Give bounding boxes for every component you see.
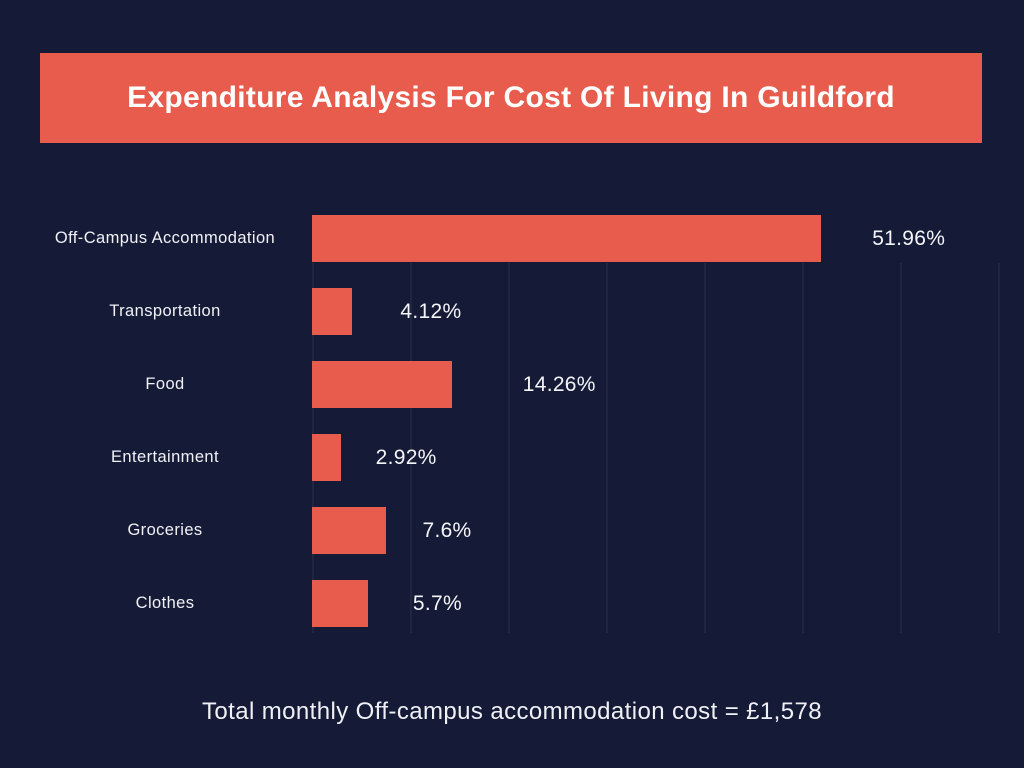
chart-row-entertainment: Entertainment 2.92% — [0, 421, 1024, 494]
chart-row-transportation: Transportation 4.12% — [0, 275, 1024, 348]
value-label-clothes: 5.7% — [412, 592, 462, 615]
gridline — [802, 263, 804, 633]
bar-entertainment — [312, 434, 341, 481]
bar-clothes — [312, 580, 368, 627]
bar-food — [312, 361, 452, 408]
bar-off-campus-accommodation — [312, 215, 822, 262]
chart-row-food: Food 14.26% — [0, 348, 1024, 421]
page-title: Expenditure Analysis For Cost Of Living … — [127, 81, 895, 114]
title-banner: Expenditure Analysis For Cost Of Living … — [40, 53, 982, 143]
bar-groceries — [312, 507, 387, 554]
chart-row-groceries: Groceries 7.6% — [0, 494, 1024, 567]
category-label-food: Food — [145, 375, 185, 393]
category-label-off-campus-accommodation: Off-Campus Accommodation — [54, 229, 276, 247]
chart-row-clothes: Clothes 5.7% — [0, 567, 1024, 640]
bar-chart: Off-Campus Accommodation 51.96% Transporta… — [0, 202, 1024, 640]
category-label-groceries: Groceries — [127, 521, 203, 539]
category-label-entertainment: Entertainment — [111, 448, 219, 466]
value-label-transportation: 4.12% — [400, 300, 462, 323]
gridline — [900, 263, 902, 633]
gridline — [410, 263, 412, 633]
bar-transportation — [312, 288, 353, 335]
gridline — [508, 263, 510, 633]
chart-row-off-campus-accommodation: Off-Campus Accommodation 51.96% — [0, 202, 1024, 275]
value-label-off-campus-accommodation: 51.96% — [872, 227, 946, 250]
footer-note: Total monthly Off-campus accommodation c… — [202, 698, 822, 725]
value-label-groceries: 7.6% — [422, 519, 472, 542]
value-label-food: 14.26% — [522, 373, 596, 396]
gridline — [704, 263, 706, 633]
category-label-clothes: Clothes — [135, 594, 195, 612]
gridline — [606, 263, 608, 633]
value-label-entertainment: 2.92% — [375, 446, 437, 469]
gridline — [998, 263, 1000, 633]
category-label-transportation: Transportation — [109, 302, 221, 320]
